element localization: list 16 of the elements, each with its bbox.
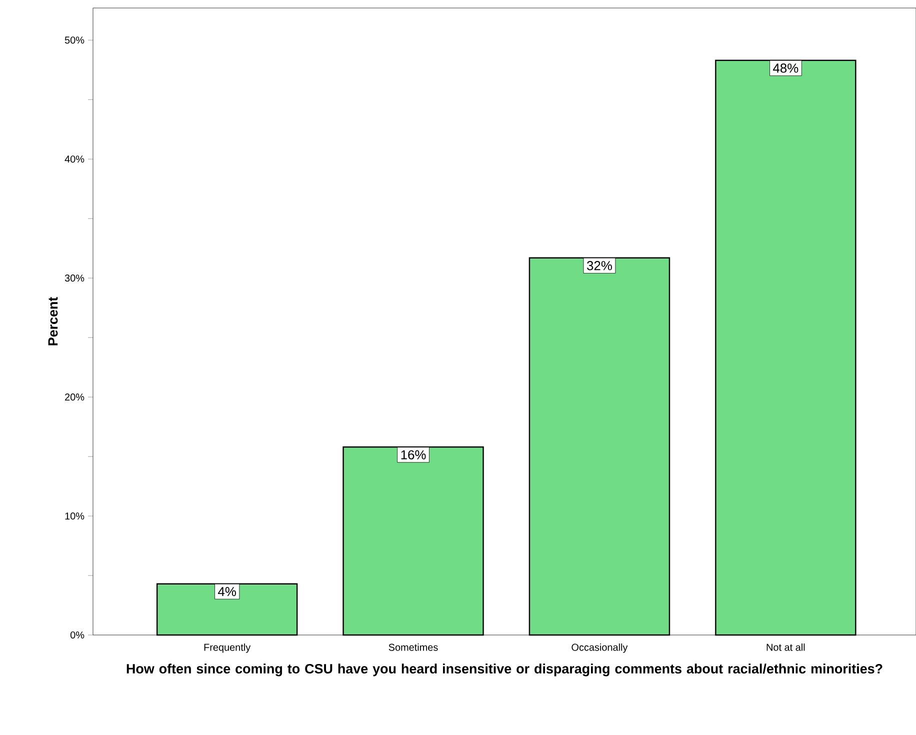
x-tick-label: Not at all bbox=[766, 644, 805, 651]
y-tick-label: 30% bbox=[64, 274, 84, 282]
x-tick-label: Frequently bbox=[204, 644, 251, 653]
data-label: 16% bbox=[401, 450, 426, 460]
y-tick-label: 40% bbox=[64, 156, 84, 163]
y-tick-label: 50% bbox=[64, 36, 84, 44]
y-tick-label: 20% bbox=[65, 394, 84, 401]
data-label: 32% bbox=[587, 261, 612, 270]
y-tick-label: 10% bbox=[65, 512, 84, 520]
data-label: 4% bbox=[218, 587, 236, 596]
y-axis-title: Percent bbox=[48, 297, 58, 346]
y-tick-label: 0% bbox=[70, 631, 84, 639]
x-tick-label: Occasionally bbox=[572, 644, 628, 653]
data-label: 48% bbox=[773, 64, 798, 73]
x-axis-title: How often since coming to CSU have you heard insensitive or disparaging comments about racial/ethnic minorities? bbox=[126, 664, 882, 676]
x-tick-label: Sometimes bbox=[388, 644, 438, 651]
